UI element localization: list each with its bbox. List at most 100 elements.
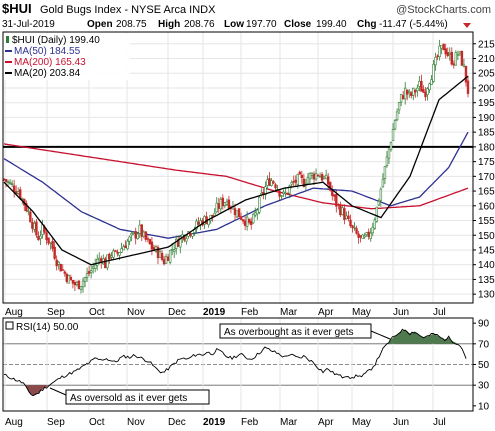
candle-body xyxy=(160,252,164,260)
candle-body xyxy=(138,224,141,234)
rsi-tick-label: 70 xyxy=(478,339,490,350)
candle xyxy=(438,39,441,61)
candle xyxy=(428,82,431,93)
candle xyxy=(408,89,411,98)
candle-body xyxy=(266,179,269,186)
candle-body xyxy=(440,44,443,49)
candle xyxy=(213,208,216,217)
candle xyxy=(347,210,350,222)
candle-body xyxy=(339,205,342,216)
rsi-x-label: Dec xyxy=(168,417,186,428)
oversold-annotation-box xyxy=(65,389,210,405)
price-tick-label: 150 xyxy=(478,231,495,242)
candle xyxy=(93,258,97,273)
candle xyxy=(221,194,225,210)
candle-body xyxy=(306,177,310,185)
candle xyxy=(339,201,342,218)
candle xyxy=(314,168,318,182)
legend-label-ma200: MA(200) 165.43 xyxy=(14,57,86,68)
candle xyxy=(241,219,245,225)
candle-body xyxy=(211,214,214,217)
candle-body xyxy=(170,249,174,251)
candle xyxy=(331,185,334,201)
candle-body xyxy=(67,275,71,284)
price-x-label: Aug xyxy=(5,307,23,318)
rsi-x-label: Mar xyxy=(280,417,298,428)
candle xyxy=(324,169,328,180)
overbought-annotation-pointer xyxy=(370,330,391,340)
candle-body xyxy=(442,43,445,51)
candle-body xyxy=(59,263,62,272)
candle-body xyxy=(282,191,285,194)
candle xyxy=(426,86,429,101)
price-tick-label: 175 xyxy=(478,157,495,168)
candle xyxy=(67,274,71,284)
candle-body xyxy=(221,197,225,207)
rsi-legend-label: RSI(14) 50.00 xyxy=(16,322,79,333)
watermark: @StockCharts.com xyxy=(396,4,491,16)
candle-body xyxy=(458,51,462,54)
candle xyxy=(154,245,158,253)
candle xyxy=(136,231,139,240)
candle-body xyxy=(310,172,314,176)
candle xyxy=(446,47,449,58)
candle xyxy=(25,200,28,213)
candle xyxy=(363,232,366,239)
candle-body xyxy=(294,179,297,183)
candle xyxy=(310,171,314,180)
candle xyxy=(35,218,38,238)
candle-body xyxy=(252,213,255,224)
candle xyxy=(79,285,83,294)
candle xyxy=(373,217,376,230)
price-tick-label: 140 xyxy=(478,260,495,271)
candle xyxy=(122,244,125,251)
candle xyxy=(462,58,466,68)
candle xyxy=(39,230,42,245)
price-x-label: May xyxy=(352,307,371,318)
price-x-label: Feb xyxy=(241,307,259,318)
candle xyxy=(12,179,16,198)
candle xyxy=(53,241,56,261)
candle xyxy=(369,228,372,242)
candle xyxy=(49,242,52,250)
rsi-panel: 10 30 50 70 90 RSI(14) 50.00 As overbought a… xyxy=(2,317,490,412)
candle xyxy=(258,195,261,215)
candle-body xyxy=(126,240,129,250)
candle-body xyxy=(428,83,431,90)
candle xyxy=(365,231,368,237)
candle-body xyxy=(65,273,69,282)
candle-body xyxy=(426,88,429,96)
price-x-label: Apr xyxy=(318,307,334,318)
ma200-line xyxy=(3,143,469,210)
chg-value: -11.47 (-5.44%) xyxy=(379,19,448,30)
candle-body xyxy=(104,258,107,269)
candle-body xyxy=(233,208,237,216)
candle xyxy=(106,254,109,271)
candle xyxy=(452,60,456,69)
candle-body xyxy=(418,80,421,87)
candle-body xyxy=(264,186,267,196)
candle-body xyxy=(414,90,417,93)
candle-body xyxy=(31,222,34,229)
candle-body xyxy=(361,234,364,239)
candle xyxy=(65,272,69,284)
candle xyxy=(320,172,324,183)
candle xyxy=(205,211,208,225)
candle-body xyxy=(6,181,10,183)
candle xyxy=(454,50,458,66)
candle-body xyxy=(247,218,251,223)
candle-body xyxy=(223,202,227,206)
rsi-x-axis: Aug Sep Oct Nov Dec 2019 Feb Mar Apr May Jun Jul xyxy=(5,417,446,428)
candle-body xyxy=(383,166,387,179)
candle-legend-icon xyxy=(6,36,9,43)
candle xyxy=(104,256,107,269)
candle-body xyxy=(296,173,299,185)
price-x-label: Sep xyxy=(47,307,65,318)
low-value: 197.70 xyxy=(246,19,277,30)
candle-body xyxy=(191,233,194,237)
candle-layer xyxy=(2,39,470,294)
candle-body xyxy=(47,237,50,244)
candle xyxy=(55,255,58,271)
rsi-x-label: Feb xyxy=(241,417,259,428)
candle xyxy=(4,178,8,188)
